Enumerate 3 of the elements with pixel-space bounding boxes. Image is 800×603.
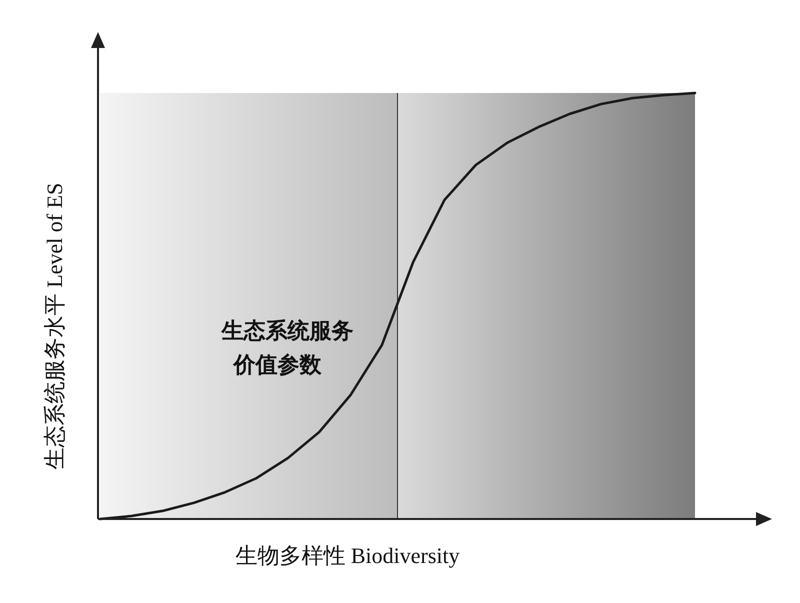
annotation: 生态系统服务价值参数 <box>220 318 354 377</box>
x-axis-title: 生物多样性 Biodiversity <box>235 543 460 568</box>
y-axis-title: 生态系统服务水平 Level of ES <box>42 182 67 470</box>
